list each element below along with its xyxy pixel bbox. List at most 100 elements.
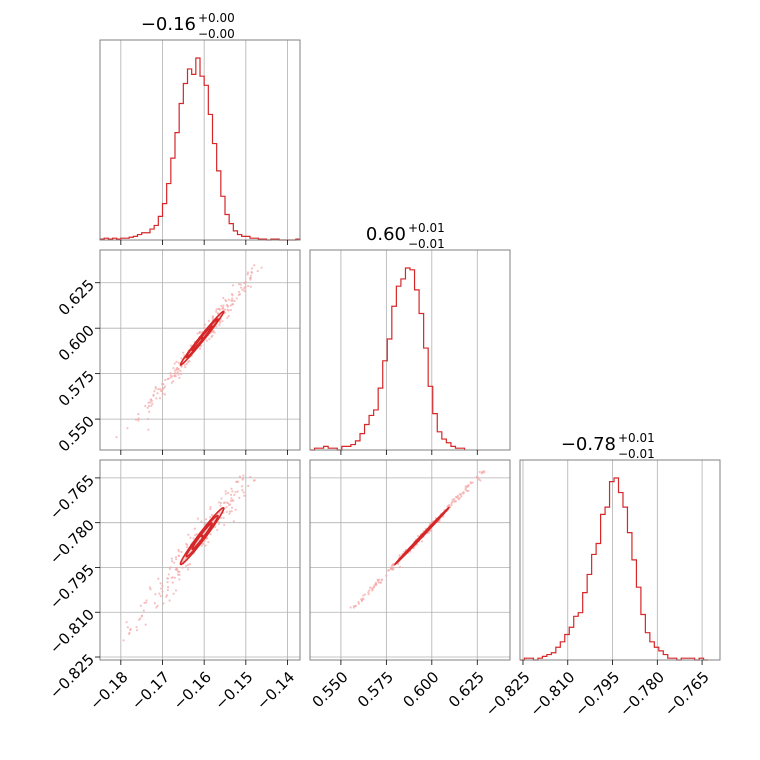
sample-point bbox=[230, 510, 233, 513]
sample-point bbox=[125, 621, 128, 624]
sample-point bbox=[228, 510, 231, 513]
contour-level-2 bbox=[191, 522, 213, 551]
sample-point bbox=[189, 344, 193, 347]
sample-point bbox=[372, 585, 376, 588]
sample-point bbox=[166, 581, 169, 584]
sample-point bbox=[186, 543, 189, 547]
sample-point bbox=[243, 494, 246, 497]
sample-point bbox=[185, 362, 188, 366]
x-tick-label: −0.825 bbox=[482, 668, 534, 720]
sample-point bbox=[158, 397, 162, 400]
sample-point bbox=[182, 351, 185, 354]
x-tick-label: −0.810 bbox=[527, 668, 579, 720]
sample-point bbox=[235, 297, 238, 300]
contour-panel-1-frame bbox=[99, 459, 301, 661]
histogram-panel-0: −0.16 +0.00 −0.00 bbox=[99, 11, 301, 245]
sample-point bbox=[156, 604, 159, 607]
sample-point bbox=[242, 491, 245, 494]
sample-point bbox=[352, 605, 356, 608]
sample-point bbox=[380, 578, 384, 581]
sample-point bbox=[217, 307, 220, 311]
sample-point bbox=[173, 362, 176, 365]
sample-point bbox=[179, 372, 183, 375]
sample-point bbox=[215, 325, 218, 328]
sample-point bbox=[176, 569, 179, 572]
sample-point bbox=[164, 378, 167, 382]
sample-point bbox=[249, 475, 252, 479]
sample-point bbox=[229, 308, 232, 312]
sample-point bbox=[250, 267, 254, 270]
sample-point bbox=[150, 404, 153, 407]
sample-point bbox=[205, 339, 208, 342]
sample-point bbox=[170, 381, 173, 384]
sample-point bbox=[447, 504, 451, 507]
sample-point bbox=[209, 505, 212, 509]
sample-point bbox=[467, 489, 470, 493]
sample-point bbox=[211, 315, 214, 318]
sample-point bbox=[198, 331, 201, 334]
sample-point bbox=[233, 299, 236, 303]
parameter-title-upper-0: +0.00 bbox=[198, 11, 235, 25]
sample-point bbox=[168, 567, 171, 571]
sample-point bbox=[215, 308, 218, 311]
sample-point bbox=[391, 564, 394, 567]
sample-point bbox=[247, 484, 250, 488]
sample-point bbox=[122, 639, 125, 642]
sample-point bbox=[177, 554, 180, 557]
sample-point bbox=[161, 389, 164, 392]
sample-point bbox=[178, 570, 181, 573]
sample-point bbox=[177, 361, 180, 364]
contour-level-1 bbox=[185, 514, 219, 558]
sample-point bbox=[216, 528, 219, 532]
sample-point bbox=[227, 309, 230, 312]
sample-point bbox=[476, 476, 479, 479]
sample-point bbox=[184, 366, 187, 369]
sample-point bbox=[227, 298, 230, 301]
sample-point bbox=[154, 593, 157, 596]
sample-point bbox=[374, 582, 377, 585]
sample-point bbox=[186, 568, 190, 571]
sample-point bbox=[231, 303, 235, 306]
histogram-panel-1: 0.60 +0.01 −0.01 bbox=[309, 221, 511, 455]
sample-point bbox=[234, 490, 237, 494]
sample-point bbox=[144, 404, 147, 408]
contour-center bbox=[200, 534, 204, 538]
sample-point bbox=[246, 273, 249, 276]
sample-point bbox=[176, 371, 179, 374]
sample-point bbox=[140, 614, 144, 617]
sample-point bbox=[224, 492, 227, 495]
sample-point bbox=[243, 289, 246, 293]
sample-point bbox=[186, 563, 190, 566]
sample-point bbox=[172, 592, 175, 595]
sample-point bbox=[458, 492, 462, 496]
sample-point bbox=[252, 479, 256, 482]
parameter-title-lower-1: −0.01 bbox=[408, 237, 445, 251]
sample-point bbox=[154, 387, 157, 390]
sample-point bbox=[162, 602, 165, 605]
contour-center bbox=[200, 336, 204, 340]
y-tick-label: −0.765 bbox=[46, 471, 98, 523]
sample-point bbox=[253, 264, 256, 267]
contour-center bbox=[420, 534, 424, 538]
sample-point bbox=[239, 286, 243, 289]
sample-point bbox=[149, 401, 152, 404]
sample-point bbox=[220, 304, 223, 307]
sample-point bbox=[166, 588, 170, 592]
sample-point bbox=[171, 375, 174, 378]
sample-point bbox=[483, 471, 486, 474]
sample-point bbox=[146, 406, 149, 409]
sample-point bbox=[464, 487, 467, 490]
sample-point bbox=[200, 544, 203, 547]
sample-point bbox=[168, 599, 171, 602]
sample-point bbox=[135, 629, 139, 632]
sample-point bbox=[181, 566, 184, 569]
sample-point bbox=[235, 480, 239, 484]
sample-point bbox=[215, 310, 218, 313]
sample-point bbox=[230, 293, 234, 296]
sample-point bbox=[224, 490, 227, 493]
sample-point bbox=[231, 297, 234, 300]
x-tick-label: −0.795 bbox=[571, 668, 623, 720]
sample-point bbox=[247, 284, 250, 288]
parameter-title-upper-2: +0.01 bbox=[618, 431, 655, 445]
